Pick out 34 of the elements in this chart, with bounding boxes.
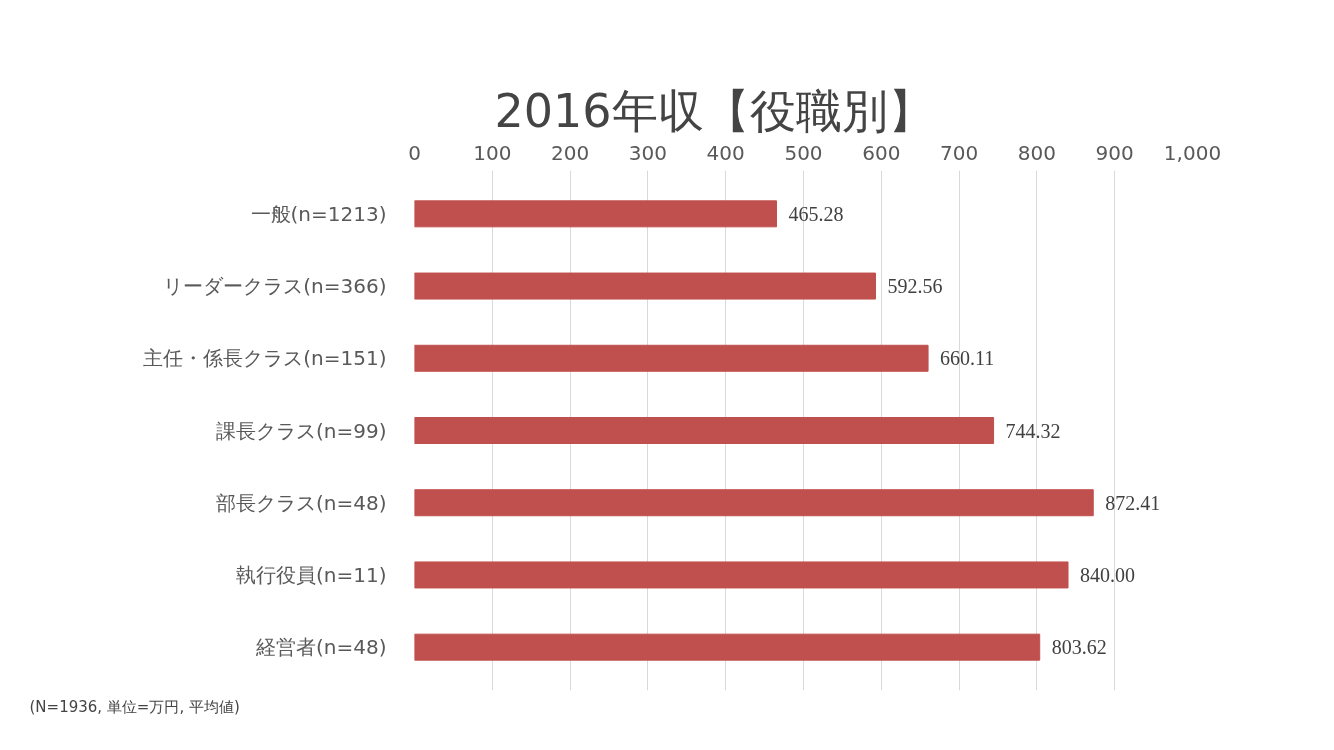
y-tick-label: 一般(n=1213) [250, 201, 387, 226]
bar [414, 272, 877, 300]
x-tick-label: 400 [706, 140, 745, 165]
data-label: 872.41 [1105, 491, 1161, 514]
x-tick-label: 700 [940, 140, 979, 165]
data-label: 840.00 [1080, 563, 1136, 586]
data-label: 465.28 [788, 202, 844, 225]
data-label: 660.11 [940, 347, 995, 370]
y-tick-label: 主任・係長クラス(n=151) [143, 346, 387, 371]
y-tick-label: 経営者(n=48) [255, 635, 387, 660]
bar [414, 561, 1069, 589]
chart-title: 2016年収【役職別】 [494, 83, 934, 138]
y-tick-label: 部長クラス(n=48) [216, 490, 387, 515]
x-tick-label: 800 [1017, 140, 1056, 165]
bar [414, 344, 929, 372]
bar [414, 417, 995, 444]
x-tick-label: 1,000 [1163, 140, 1222, 165]
x-tick-label: 900 [1095, 140, 1134, 165]
y-tick-label: 執行役員(n=11) [236, 562, 387, 587]
x-tick-label: 300 [628, 140, 667, 165]
bar [414, 489, 1094, 517]
y-tick-label: リーダークラス(n=366) [163, 274, 387, 299]
y-tick-label: 課長クラス(n=99) [216, 418, 387, 443]
x-tick-label: 100 [473, 140, 512, 165]
data-label: 592.56 [887, 275, 943, 298]
data-label: 744.32 [1005, 419, 1061, 442]
bar [414, 633, 1041, 661]
x-tick-label: 500 [784, 140, 823, 165]
x-tick-label: 600 [862, 140, 901, 165]
x-tick-label: 0 [408, 140, 421, 165]
x-tick-label: 200 [551, 140, 590, 165]
text: (N=1936, 単位=万円, 平均値) [29, 697, 240, 716]
data-label: 803.62 [1051, 636, 1107, 659]
bar [414, 200, 777, 228]
